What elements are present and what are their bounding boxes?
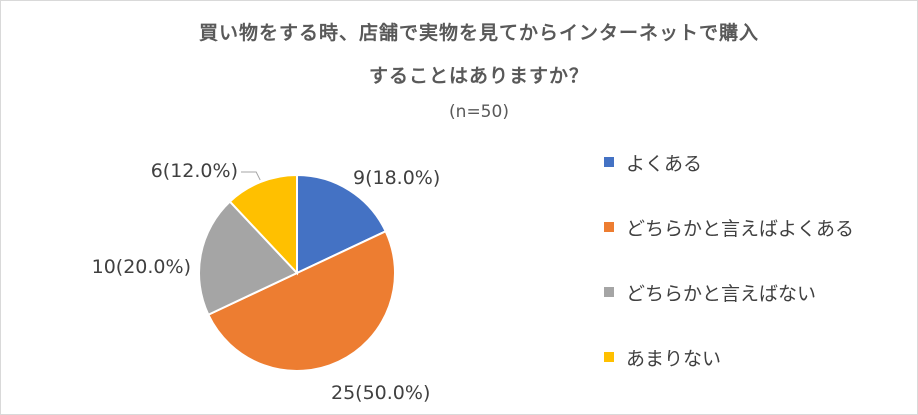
legend-label: どちらかと言えばよくある [626, 217, 855, 240]
legend-label: よくある [626, 152, 703, 175]
data-label-amari-nai: 6(12.0%) [151, 160, 238, 182]
pie-slice-dochira-nai [198, 200, 299, 317]
chart-title-line-2: することはありますか？ [368, 65, 589, 87]
legend-item-dochira-yoku-aru: どちらかと言えばよくある [604, 213, 854, 241]
chart-subtitle: (n=50) [449, 102, 509, 122]
pie-slice-yoku-aru [296, 173, 388, 275]
pie-slice-dochira-yoku-aru [206, 229, 396, 372]
data-label-dochira-yoku-aru: 25(50.0%) [331, 382, 430, 404]
legend-item-yoku-aru: よくある [604, 148, 702, 176]
data-label-yoku-aru: 9(18.0%) [353, 167, 440, 189]
pie-slice-amari-nai [228, 173, 298, 276]
legend-item-amari-nai: あまりない [604, 343, 721, 371]
legend-label: どちらかと言えばない [626, 282, 817, 305]
legend-swatch [604, 157, 614, 167]
legend-swatch [604, 287, 614, 297]
chart-title-line-1: 買い物をする時、店舗で実物を見てからインターネットで購入 [198, 22, 759, 44]
legend-swatch [604, 352, 614, 362]
leader-line [241, 171, 261, 181]
legend-label: あまりない [626, 347, 722, 370]
data-label-dochira-nai: 10(20.0%) [92, 256, 191, 278]
legend-swatch [604, 222, 614, 232]
legend-item-dochira-nai: どちらかと言えばない [604, 278, 816, 306]
